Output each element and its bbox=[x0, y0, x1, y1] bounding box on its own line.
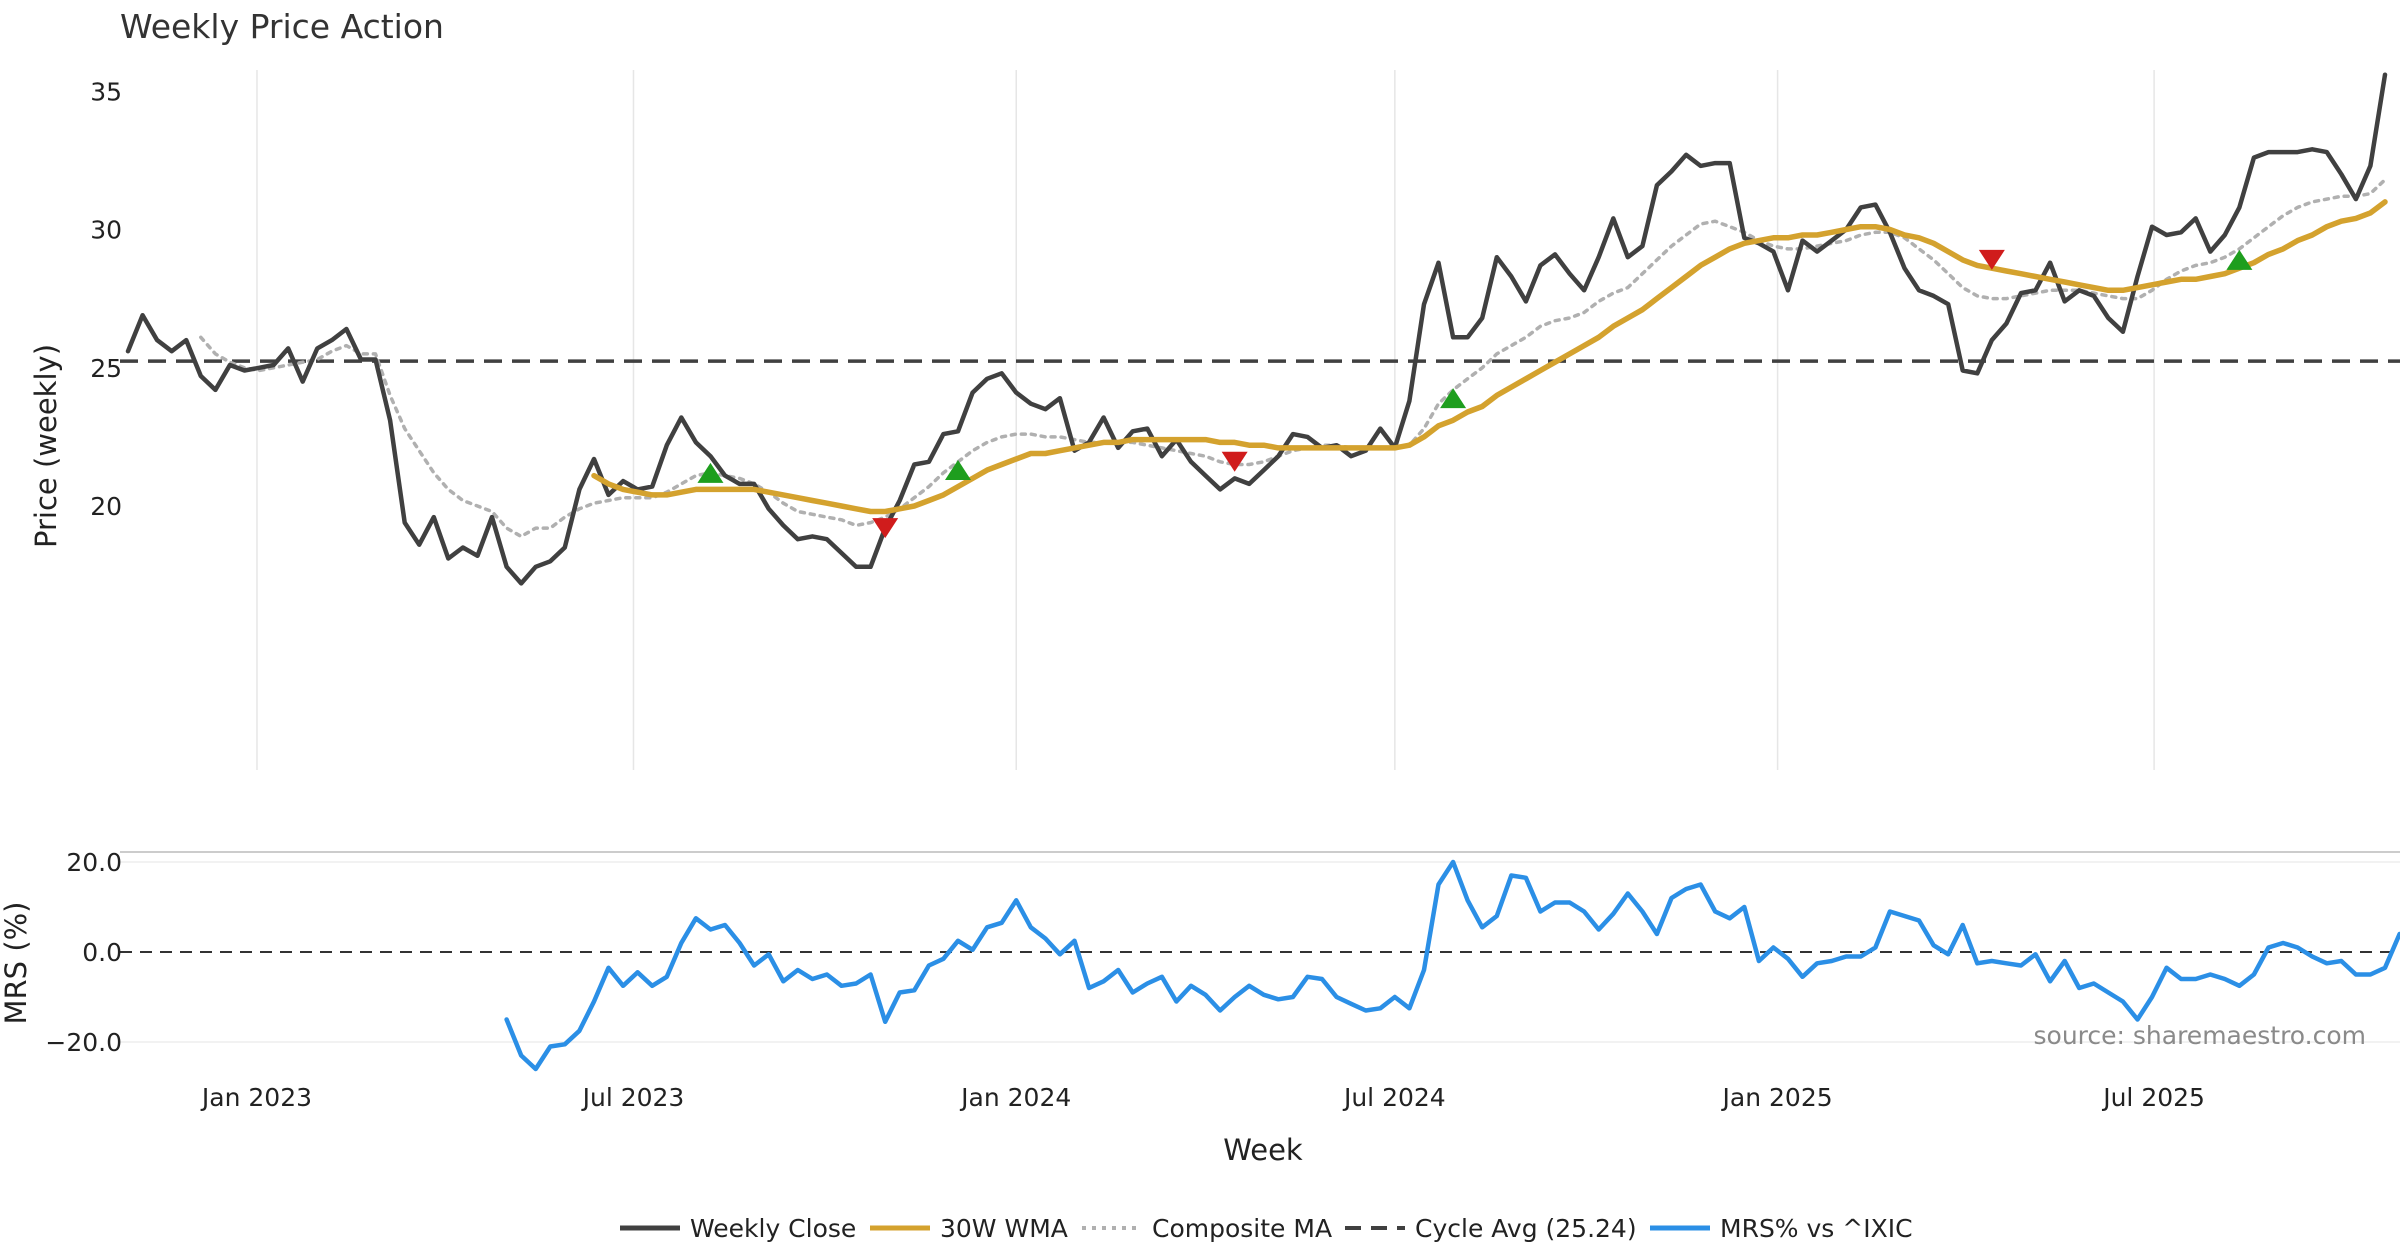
legend-label: Cycle Avg (25.24) bbox=[1415, 1214, 1637, 1243]
source-note: source: sharemaestro.com bbox=[2034, 1021, 2367, 1050]
x-tick-label: Jan 2023 bbox=[200, 1083, 312, 1112]
sell-signal-marker bbox=[1221, 451, 1248, 472]
price-y-tick-label: 25 bbox=[90, 354, 122, 383]
tick-labels: Jan 2023 Jul 2023 Jan 2024 Jul 2024 Jan 2025… bbox=[45, 77, 2205, 1112]
mrs-y-tick-label: −20.0 bbox=[45, 1028, 122, 1057]
x-tick-label: Jan 2025 bbox=[1721, 1083, 1833, 1112]
price-y-tick-label: 30 bbox=[90, 216, 122, 245]
buy-signal-marker bbox=[1440, 388, 1467, 409]
buy-signal-marker bbox=[944, 460, 971, 481]
price-y-axis-title: Price (weekly) bbox=[29, 344, 63, 548]
legend-label: 30W WMA bbox=[940, 1214, 1068, 1243]
30w-wma-series bbox=[591, 199, 2388, 515]
buy-signal-marker bbox=[2226, 249, 2253, 270]
grid-layer bbox=[120, 70, 2400, 1043]
legend-item-30w-wma: 30W WMA bbox=[870, 1214, 1068, 1243]
legend-label: MRS% vs ^IXIC bbox=[1720, 1214, 1913, 1243]
composite-ma-series bbox=[199, 177, 2387, 539]
x-tick-label: Jul 2024 bbox=[1342, 1083, 1446, 1112]
x-axis-title: Week bbox=[1223, 1133, 1303, 1167]
x-tick-label: Jan 2024 bbox=[959, 1083, 1071, 1112]
price-y-tick-label: 20 bbox=[90, 492, 122, 521]
legend-item-cycle-avg-25-24: Cycle Avg (25.24) bbox=[1345, 1214, 1637, 1243]
buy-signal-marker bbox=[697, 462, 724, 483]
mrs-vs-ixic-series bbox=[504, 859, 2400, 1072]
mrs-y-axis-title: MRS (%) bbox=[0, 902, 33, 1025]
legend-item-weekly-close: Weekly Close bbox=[620, 1214, 856, 1243]
price-y-tick-label: 35 bbox=[90, 77, 122, 106]
mrs-y-tick-label: 20.0 bbox=[66, 848, 122, 877]
x-tick-label: Jul 2023 bbox=[581, 1083, 685, 1112]
legend-item-mrs-vs-ixic: MRS% vs ^IXIC bbox=[1650, 1214, 1913, 1243]
sell-signal-marker bbox=[1978, 249, 2005, 270]
legend-label: Weekly Close bbox=[690, 1214, 856, 1243]
chart-title: Weekly Price Action bbox=[120, 7, 444, 46]
mrs-y-tick-label: 0.0 bbox=[82, 938, 122, 967]
sell-signal-marker bbox=[872, 518, 899, 539]
reference-lines bbox=[120, 359, 2400, 953]
legend-label: Composite MA bbox=[1152, 1214, 1332, 1243]
weekly-close-series bbox=[125, 72, 2388, 586]
legend: Weekly Close 30W WMA Composite MA Cycle Avg… bbox=[620, 1214, 1913, 1243]
legend-item-composite-ma: Composite MA bbox=[1082, 1214, 1332, 1243]
series-layer bbox=[125, 72, 2400, 1072]
x-tick-label: Jul 2025 bbox=[2101, 1083, 2205, 1112]
text-layer: Weekly Price Action Price (weekly) MRS (… bbox=[0, 7, 2366, 1167]
signal-markers bbox=[697, 249, 2253, 539]
